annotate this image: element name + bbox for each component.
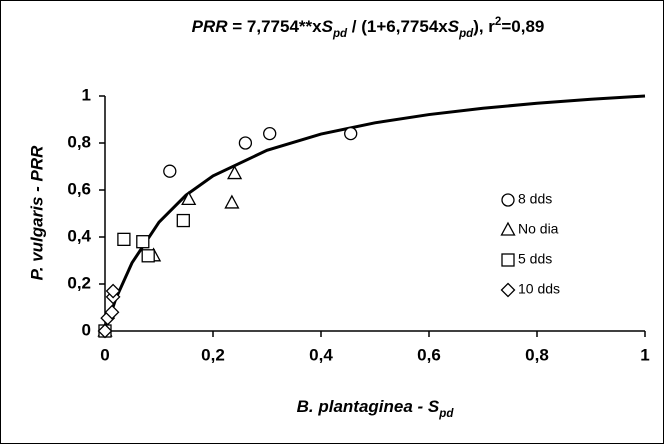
- text-part: / (1+6,7754x: [347, 17, 448, 36]
- text-part: = 7,7754**x: [228, 17, 323, 36]
- point: [105, 283, 121, 299]
- text-part: pd: [438, 408, 454, 420]
- text-part: S: [322, 17, 334, 36]
- legend-label: 8 dds: [518, 191, 552, 207]
- point: [163, 164, 177, 178]
- legend-label: 10 dds: [518, 281, 560, 297]
- point: [238, 136, 253, 150]
- x-tick-label: 1: [640, 345, 649, 364]
- point: [97, 323, 113, 339]
- point: [344, 126, 358, 141]
- point: [501, 193, 515, 207]
- y-tick-label: 0,8: [67, 132, 91, 151]
- y-tick-label: 1: [82, 85, 91, 104]
- x-tick-label: 0,4: [309, 345, 333, 364]
- legend-label: 5 dds: [518, 251, 552, 267]
- y-tick-label: 0,4: [67, 226, 91, 245]
- y-tick-label: 0: [82, 320, 91, 339]
- y-axis-label: P. vulgaris - PRR: [27, 145, 46, 281]
- legend-label: No dia: [518, 221, 559, 237]
- point: [176, 213, 190, 228]
- point: [227, 165, 243, 180]
- x-tick-label: 0: [100, 345, 109, 364]
- text-part: ), r: [473, 17, 495, 36]
- text-part: B. plantaginea - S: [297, 397, 440, 416]
- text-part: 2: [495, 16, 501, 28]
- text-part: =0,89: [501, 17, 544, 36]
- point: [500, 221, 516, 236]
- point: [104, 304, 120, 320]
- rich-text: B. plantaginea - Spd: [297, 397, 455, 420]
- point: [501, 253, 515, 267]
- point: [181, 191, 197, 206]
- x-tick-label: 0,6: [417, 345, 441, 364]
- point: [500, 282, 516, 298]
- rich-text: PRR = 7,7754**xSpd / (1+6,7754xSpd), r2=…: [192, 16, 545, 40]
- point: [141, 249, 155, 263]
- x-tick-label: 0,2: [201, 345, 225, 364]
- point: [263, 126, 277, 141]
- y-tick-label: 0,6: [67, 179, 91, 198]
- text-part: PRR: [192, 17, 229, 36]
- text-part: pd: [332, 28, 348, 40]
- text-part: pd: [458, 28, 474, 40]
- point: [117, 232, 131, 247]
- fit-curve: [103, 94, 646, 332]
- x-tick-label: 0,8: [525, 345, 549, 364]
- point: [224, 194, 240, 209]
- text-part: S: [448, 17, 460, 36]
- point: [136, 235, 150, 249]
- y-tick-label: 0,2: [67, 273, 91, 292]
